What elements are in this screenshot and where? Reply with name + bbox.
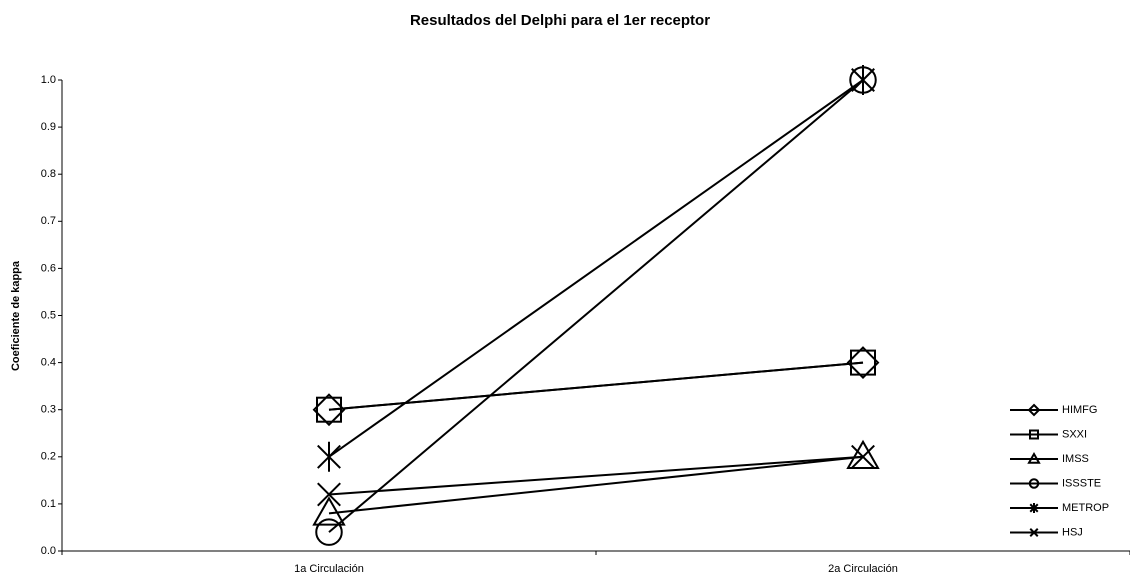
point-marker: [316, 396, 342, 423]
point-marker: [850, 349, 876, 376]
y-tick-label: 0.7: [41, 215, 56, 227]
legend-marker: [1028, 478, 1040, 489]
legend-label: ISSSTE: [1062, 477, 1101, 489]
y-tick-label: 0.2: [41, 451, 56, 463]
y-tick-label: 1.0: [41, 74, 56, 86]
series-line: [328, 455, 864, 496]
y-axis-label: Coeficiente de kappa: [10, 260, 22, 371]
legend-marker: [1027, 451, 1041, 464]
point-marker: [851, 444, 875, 469]
point-marker: [846, 346, 880, 380]
series-line: [328, 79, 864, 458]
series-line: [328, 79, 864, 533]
y-tick-label: 0.4: [41, 357, 56, 369]
y-tick-label: 0.9: [41, 121, 56, 133]
x-tick-label: 2a Circulación: [828, 563, 898, 575]
legend-label: HIMFG: [1062, 404, 1097, 416]
y-tick-label: 0.5: [41, 309, 56, 321]
point-marker: [851, 65, 875, 95]
x-tick-label: 1a Circulación: [294, 563, 364, 575]
legend-label: IMSS: [1062, 453, 1089, 465]
legend-marker: [1029, 528, 1039, 537]
legend-marker: [1029, 503, 1039, 513]
y-tick-label: 0.8: [41, 168, 56, 180]
point-marker: [315, 518, 343, 546]
legend-label: SXXI: [1062, 428, 1087, 440]
point-marker: [317, 482, 341, 507]
y-tick-label: 0.0: [41, 545, 56, 557]
point-marker: [317, 441, 341, 472]
y-tick-label: 0.1: [41, 498, 56, 510]
y-tick-label: 0.6: [41, 262, 56, 274]
legend-marker: [1029, 429, 1039, 440]
point-marker: [846, 439, 880, 470]
chart-title: Resultados del Delphi para el 1er recept…: [410, 12, 710, 29]
point-marker: [312, 393, 346, 427]
series-line: [328, 455, 864, 515]
series-line: [328, 361, 864, 411]
legend-marker: [1027, 403, 1041, 417]
legend-label: HSJ: [1062, 526, 1083, 538]
legend-label: METROP: [1062, 502, 1109, 514]
point-marker: [312, 496, 346, 526]
y-tick-label: 0.3: [41, 404, 56, 416]
